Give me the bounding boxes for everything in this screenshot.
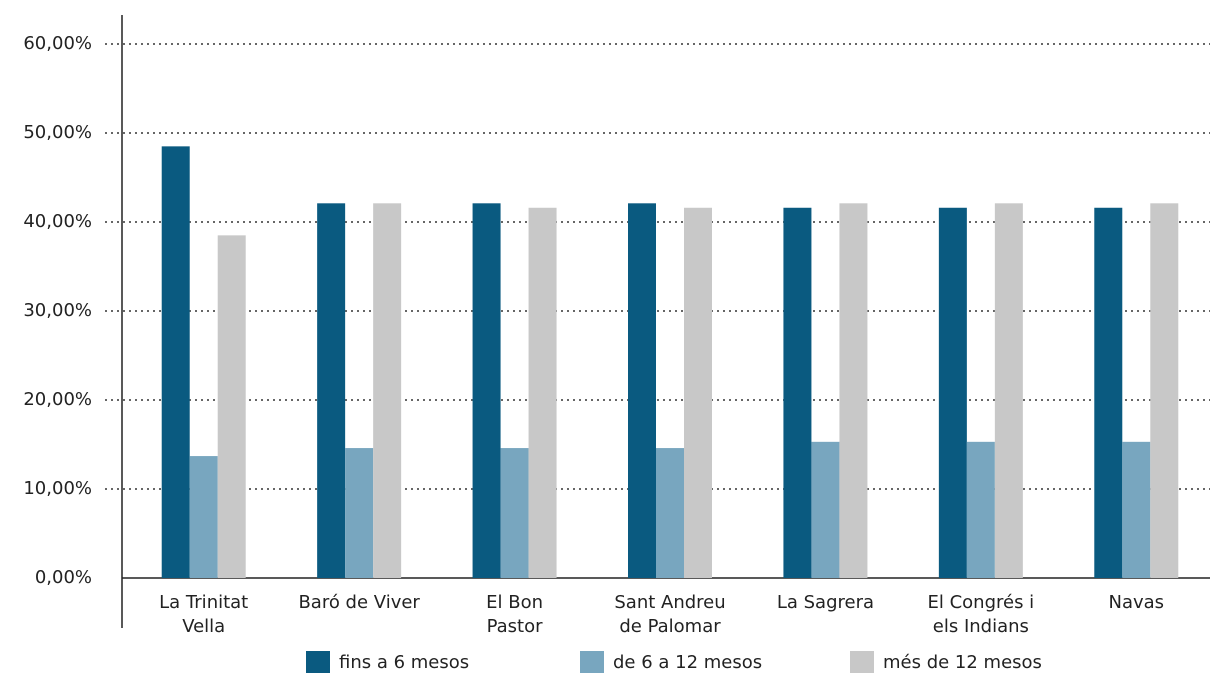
bar — [373, 203, 402, 578]
bar — [839, 203, 868, 578]
bar — [628, 203, 656, 578]
bar — [938, 207, 967, 578]
bar — [1150, 203, 1179, 578]
y-tick-label: 20,00% — [23, 389, 92, 410]
bar — [500, 448, 529, 578]
y-tick-label: 50,00% — [23, 122, 92, 143]
bar — [189, 456, 218, 578]
bar — [684, 207, 712, 578]
y-tick-label: 10,00% — [23, 478, 92, 499]
x-tick-label: La Sagrera — [776, 592, 874, 613]
x-tick-label: El Bon Pastor — [486, 592, 543, 637]
x-tick-label: La Trinitat Vella — [159, 592, 249, 637]
y-tick-label: 30,00% — [23, 300, 92, 321]
legend-label: més de 12 mesos — [883, 652, 1042, 673]
bar — [1122, 441, 1151, 578]
bar — [994, 203, 1023, 578]
bar — [966, 441, 995, 578]
y-tick-label: 60,00% — [23, 33, 92, 54]
y-tick-label: 0,00% — [35, 567, 92, 588]
bar — [656, 448, 684, 578]
x-tick-label: Sant Andreu de Palomar — [614, 592, 726, 637]
bar — [783, 207, 812, 578]
bar — [161, 146, 190, 578]
x-tick-label: Navas — [1108, 592, 1165, 613]
legend-swatch — [850, 651, 874, 673]
y-tick-label: 40,00% — [23, 211, 92, 232]
legend-swatch — [580, 651, 604, 673]
bar — [1094, 207, 1123, 578]
bar — [472, 203, 501, 578]
bar — [317, 203, 346, 578]
legend-label: fins a 6 mesos — [339, 652, 469, 673]
bar — [345, 448, 374, 578]
legend-swatch — [306, 651, 330, 673]
x-tick-label: Baró de Viver — [298, 592, 420, 613]
legend-label: de 6 a 12 mesos — [613, 652, 762, 673]
bar — [217, 235, 246, 578]
x-tick-label: El Congrés i els Indians — [927, 592, 1035, 637]
bar — [528, 207, 557, 578]
bar — [811, 441, 840, 578]
